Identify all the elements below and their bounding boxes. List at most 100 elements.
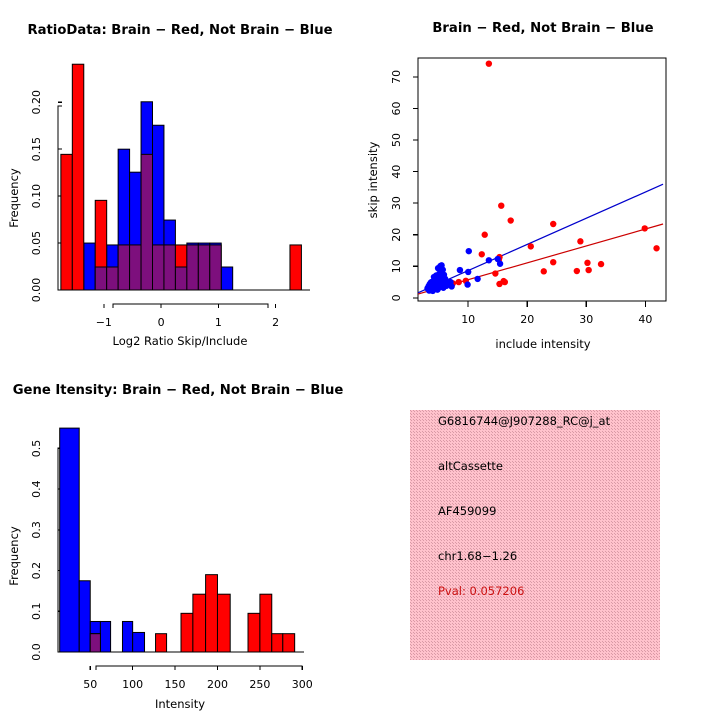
scatter-plot-frame (417, 57, 667, 302)
histogram-bar-blue (132, 631, 146, 653)
scatter-point (448, 283, 455, 290)
y-tick-label: 70 (390, 70, 403, 84)
y-tick-label: 0.20 (30, 90, 43, 115)
x-tick-label: −1 (96, 316, 112, 329)
scatter-point (550, 258, 557, 266)
gene-locus: chr1.68−1.26 (438, 549, 517, 563)
x-tick-label: 10 (461, 313, 475, 326)
scatter-plot-points (424, 60, 660, 295)
histogram-bar-overlap (94, 266, 108, 291)
x-tick-label: 300 (292, 678, 313, 691)
y-tick-label: 0 (390, 294, 403, 301)
histogram-bar-red (155, 633, 168, 653)
histogram-bar-red (271, 633, 284, 653)
scatter-point (440, 284, 447, 291)
histogram-bar-red (174, 244, 188, 268)
x-tick-label: 100 (122, 678, 143, 691)
scatter-point (540, 268, 547, 275)
scatter-point (653, 245, 660, 252)
histogram-bar-overlap (186, 244, 199, 291)
y-tick-label: 0.2 (30, 562, 43, 580)
scatter-point (584, 259, 591, 267)
scatter-point (585, 266, 592, 274)
gene-intensity-y-axis: 0.0 0.1 0.2 0.3 0.4 0.5 (30, 440, 62, 661)
gene-info-background (410, 410, 660, 660)
scatter-point (464, 268, 472, 276)
histogram-bar-overlap (140, 153, 154, 291)
gene-intensity-histogram-title: Gene Itensity: Brain − Red, Not Brain − … (13, 383, 344, 398)
x-tick-label: 30 (579, 313, 593, 326)
scatter-point (465, 247, 472, 255)
scatter-point (577, 238, 584, 245)
scatter-point (641, 225, 648, 232)
histogram-bar-blue (83, 242, 96, 291)
gene-intensity-xlabel: Intensity (155, 697, 205, 711)
y-tick-label: 0.05 (30, 231, 43, 256)
histogram-bar-red (205, 574, 218, 653)
scatter-point (474, 275, 481, 283)
gene-intensity-bars (59, 427, 296, 653)
gene-probe-id: G6816744@J907288_RC@j_at (438, 414, 611, 428)
histogram-bar-overlap (163, 244, 176, 291)
histogram-bar-overlap (129, 244, 142, 291)
histogram-bar-red (282, 633, 296, 653)
gene-pvalue: Pval: 0.057206 (438, 584, 524, 598)
y-tick-label: 10 (390, 259, 403, 273)
y-tick-label: 0.00 (30, 278, 43, 303)
ratio-histogram-xlabel: Log2 Ratio Skip/Include (113, 334, 248, 348)
scatter-plot-xlabel: include intensity (495, 337, 590, 351)
ratio-histogram-ylabel: Frequency (7, 168, 21, 228)
scatter-plot-fit-lines (417, 183, 664, 295)
scatter-point (496, 280, 503, 288)
x-tick-label: 1 (215, 316, 222, 329)
histogram-bar-red (259, 593, 273, 653)
y-tick-label: 0.1 (30, 603, 43, 621)
histogram-bar-red (247, 612, 261, 653)
y-tick-label: 50 (390, 133, 403, 147)
x-tick-label: 150 (165, 678, 186, 691)
scatter-point (478, 251, 485, 258)
y-tick-label: 0.10 (30, 184, 43, 209)
histogram-bar-overlap (197, 244, 211, 291)
histogram-bar-overlap (152, 244, 165, 291)
scatter-point (527, 243, 534, 250)
y-tick-label: 60 (390, 101, 403, 115)
gene-accession: AF459099 (438, 504, 496, 518)
ratio-histogram-y-axis: 0.00 0.05 0.10 0.15 0.20 (30, 90, 62, 302)
y-tick-label: 0.15 (30, 137, 43, 162)
x-tick-label: 20 (520, 313, 534, 326)
histogram-bar-overlap (174, 266, 188, 291)
y-tick-label: 30 (390, 196, 403, 210)
histogram-bar-overlap (209, 244, 222, 291)
scatter-plot-panel: Brain − Red, Not Brain − Blue 0 10 20 30 40 5… (360, 0, 720, 360)
histogram-bar-blue (78, 580, 91, 653)
histogram-bar-overlap (89, 633, 101, 653)
ratio-histogram-x-axis: −1 0 1 2 (58, 289, 310, 329)
histogram-bar-red (94, 199, 108, 268)
gene-info-panel: G6816744@J907288_RC@j_at altCassette AF4… (360, 360, 720, 720)
scatter-plot-title: Brain − Red, Not Brain − Blue (432, 21, 653, 36)
scatter-point (492, 270, 499, 277)
histogram-bar-blue (59, 427, 80, 653)
histogram-bar-red (71, 63, 85, 291)
histogram-bar-red (289, 244, 302, 291)
scatter-point (494, 255, 501, 263)
scatter-point (485, 60, 493, 67)
histogram-bar-overlap (117, 244, 131, 291)
scatter-plot-ylabel: skip intensity (366, 141, 380, 218)
ratio-histogram-panel: RatioData: Brain − Red, Not Brain − Blue… (0, 0, 360, 360)
x-tick-label: 40 (638, 313, 652, 326)
histogram-bar-red (192, 593, 207, 653)
histogram-bar-red (60, 153, 73, 291)
scatter-point (455, 278, 462, 286)
scatter-point (573, 267, 581, 275)
scatter-point (550, 220, 557, 228)
scatter-plot-x-axis: 10 20 30 40 (461, 301, 652, 326)
gene-intensity-ylabel: Frequency (7, 526, 21, 586)
scatter-point (485, 257, 493, 264)
x-tick-label: 0 (158, 316, 165, 329)
gene-intensity-histogram-svg: Gene Itensity: Brain − Red, Not Brain − … (7, 383, 344, 711)
histogram-bar-red (180, 612, 194, 653)
scatter-point (507, 217, 514, 224)
ratio-histogram-svg: RatioData: Brain − Red, Not Brain − Blue… (7, 23, 333, 348)
